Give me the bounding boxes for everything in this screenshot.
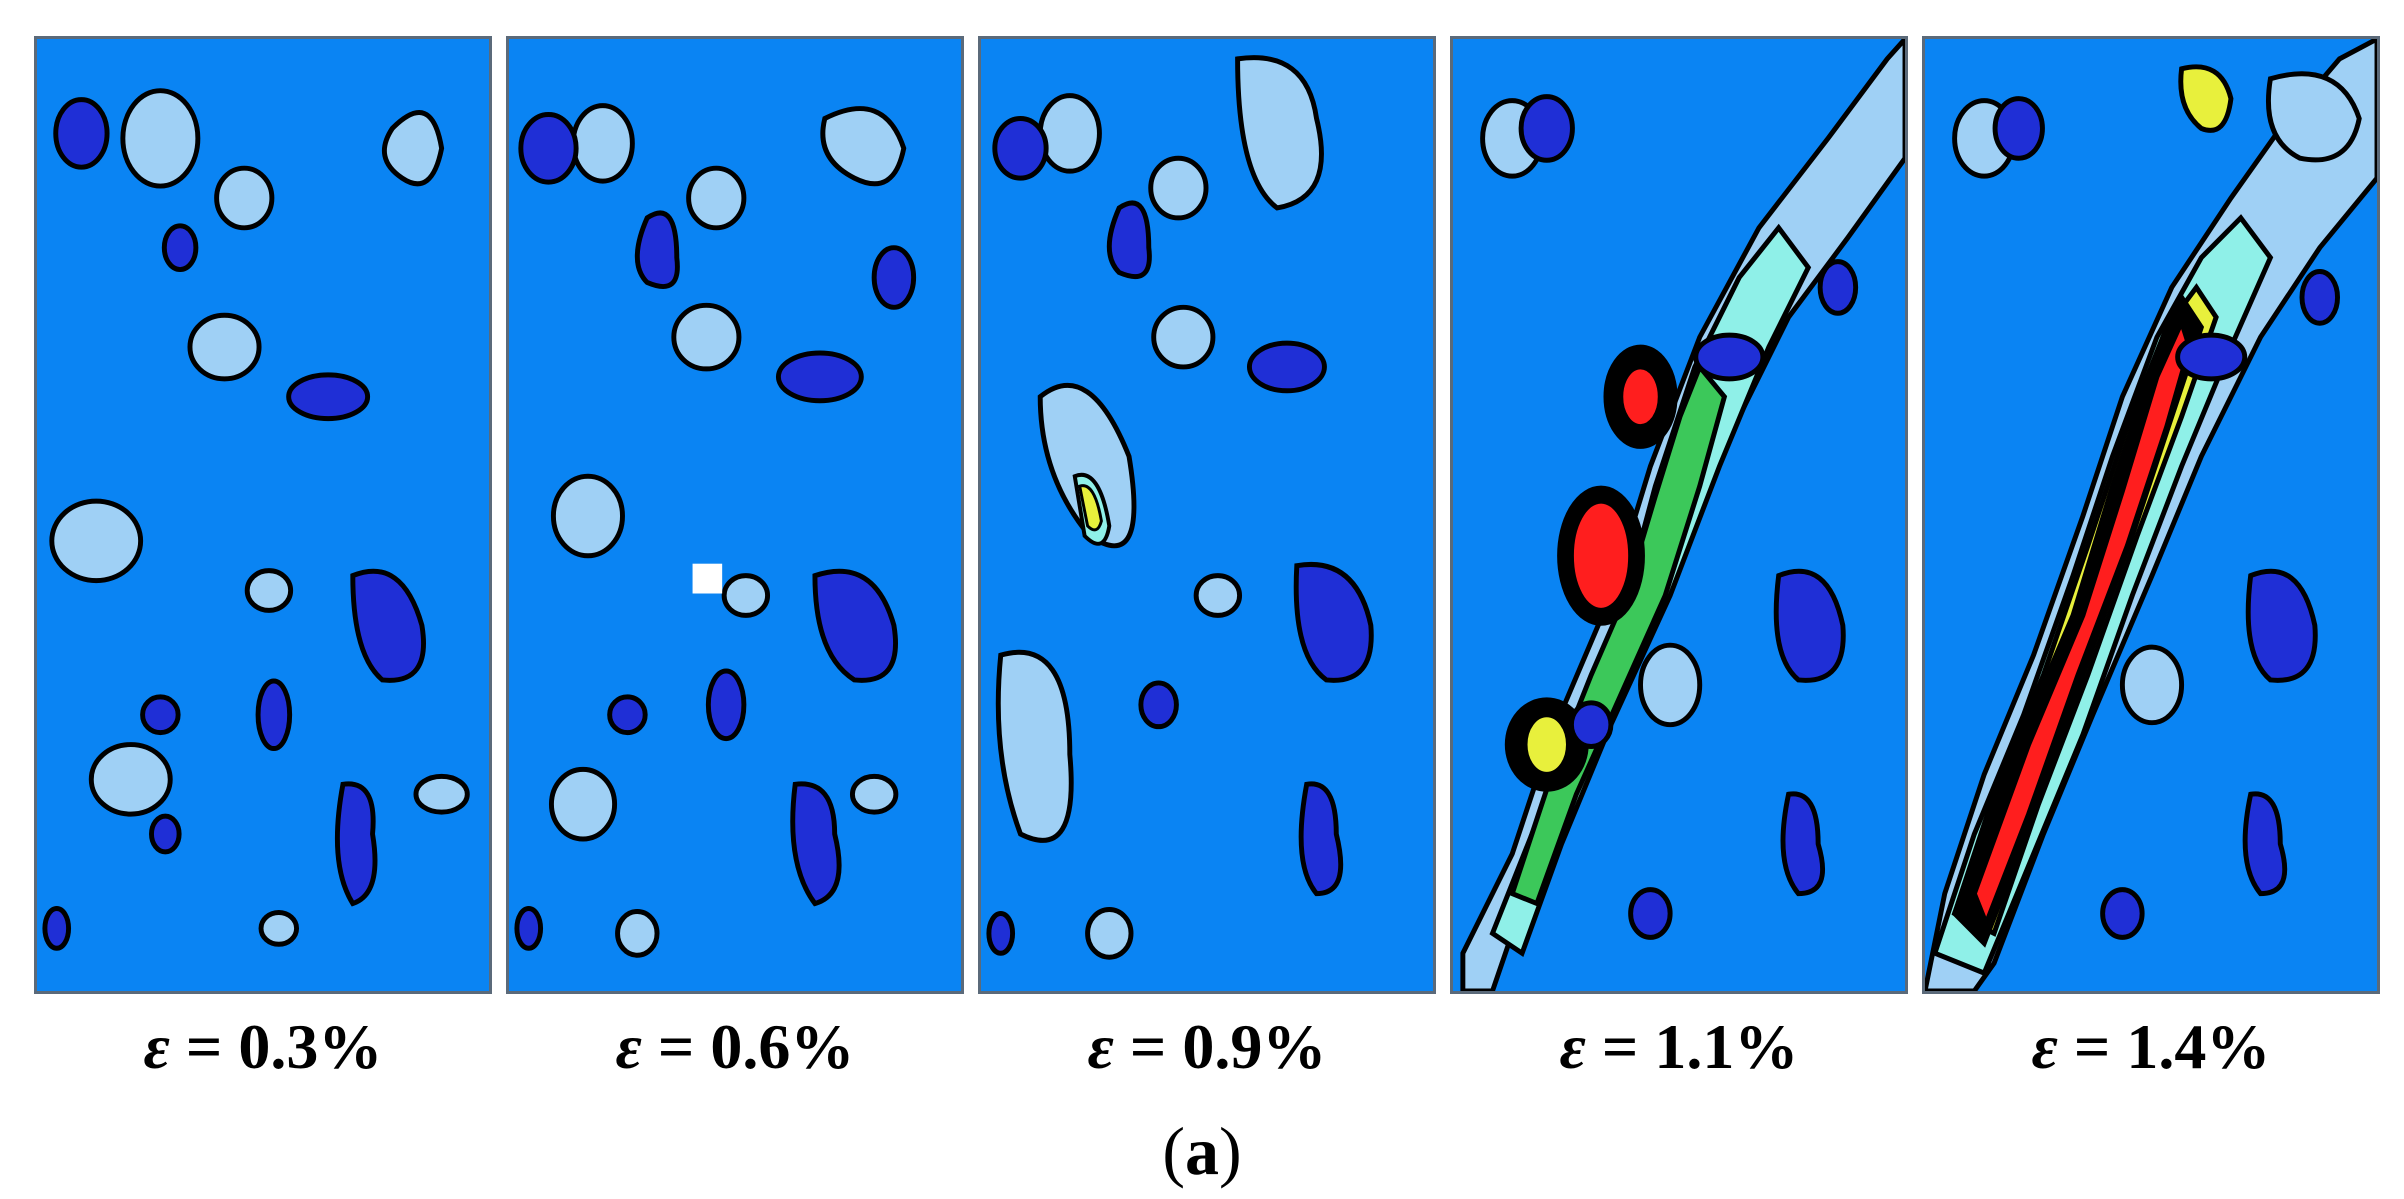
contour-panel-5 xyxy=(1922,36,2380,994)
strain-label-5: ε = 1.4% xyxy=(1922,1010,2380,1084)
contour-panel-4 xyxy=(1450,36,1908,994)
strain-label-2: ε = 0.6% xyxy=(506,1010,964,1084)
contour-map-3 xyxy=(986,55,1374,960)
strain-value: = 0.9% xyxy=(1129,1011,1327,1082)
strain-symbol: ε xyxy=(2031,1011,2058,1082)
contour-map-5 xyxy=(1925,39,2377,991)
contour-panel-3 xyxy=(978,36,1436,994)
strain-symbol: ε xyxy=(615,1011,642,1082)
strain-value: = 0.3% xyxy=(185,1011,383,1082)
subfigure-label: (a) xyxy=(1162,1113,1242,1189)
strain-value: = 1.1% xyxy=(1601,1011,1799,1082)
strain-label-1: ε = 0.3% xyxy=(34,1010,492,1084)
strain-symbol: ε xyxy=(1559,1011,1586,1082)
strain-symbol: ε xyxy=(1087,1011,1114,1082)
contour-map-4 xyxy=(1460,39,1905,991)
contour-map-2 xyxy=(514,103,917,958)
strain-value: = 0.6% xyxy=(657,1011,855,1082)
strain-symbol: ε xyxy=(143,1011,170,1082)
subfigure-letter: a xyxy=(1185,1113,1219,1189)
contour-panel-2 xyxy=(506,36,964,994)
strain-value: = 1.4% xyxy=(2073,1011,2271,1082)
contour-panel-1 xyxy=(34,36,492,994)
strain-label-3: ε = 0.9% xyxy=(978,1010,1436,1084)
contour-map-1 xyxy=(42,88,470,951)
strain-label-4: ε = 1.1% xyxy=(1450,1010,1908,1084)
